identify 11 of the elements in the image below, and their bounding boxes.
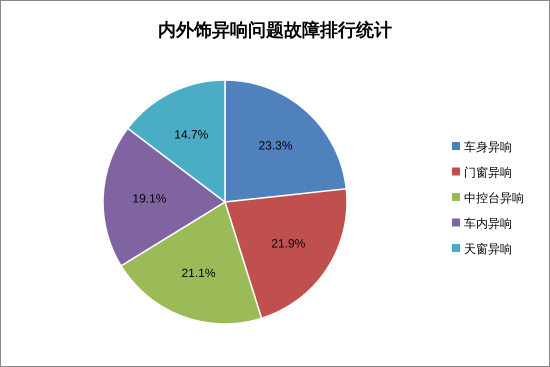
data-label: 19.1% [132, 191, 167, 206]
data-label: 23.3% [258, 138, 293, 153]
legend-label: 车身异响 [464, 140, 512, 154]
data-label: 14.7% [174, 127, 209, 142]
legend-label: 中控台异响 [464, 191, 524, 205]
data-label: 21.9% [271, 236, 306, 250]
legend-label: 天窗异响 [464, 242, 512, 256]
data-label: 21.1% [181, 266, 216, 280]
chart-title: 内外饰异响问题故障排行统计 [158, 20, 392, 40]
legend-label: 车内异响 [464, 216, 512, 230]
legend-label: 门窗异响 [464, 166, 512, 180]
